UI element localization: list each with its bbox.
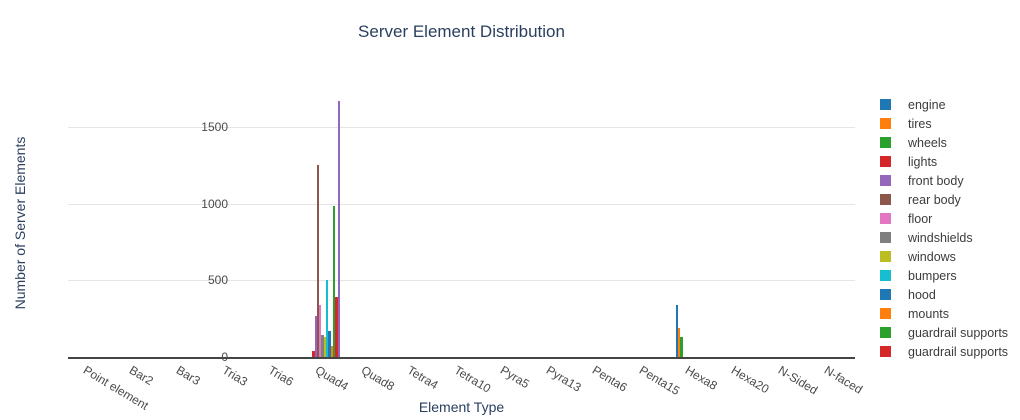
gridline (68, 203, 855, 205)
legend: engine tires wheels lights front body rear bo… (880, 95, 1018, 361)
legend-item[interactable]: floor (880, 209, 1018, 228)
gridline (68, 126, 855, 128)
legend-label: tires (908, 116, 932, 131)
bar[interactable] (328, 330, 331, 357)
legend-item[interactable]: rear body (880, 190, 1018, 209)
bar[interactable] (680, 337, 683, 357)
x-tick-label: Tetra4 (404, 363, 441, 393)
legend-label: rear body (908, 192, 961, 207)
x-tick-label: Penta6 (590, 363, 630, 395)
legend-item[interactable]: front body (880, 171, 1018, 190)
legend-label: front body (908, 173, 964, 188)
bar[interactable] (678, 327, 681, 357)
legend-label: floor (908, 211, 933, 226)
legend-swatch-icon (880, 156, 891, 167)
legend-swatch-icon (880, 232, 891, 243)
bar[interactable] (326, 280, 329, 357)
legend-item[interactable]: tires (880, 114, 1018, 133)
legend-item[interactable]: lights (880, 152, 1018, 171)
legend-item[interactable]: guardrail supports (880, 323, 1018, 342)
legend-swatch-icon (880, 327, 891, 338)
bar[interactable] (323, 337, 327, 357)
y-tick-label: 0 (221, 350, 228, 364)
bar[interactable] (312, 350, 315, 357)
legend-label: engine (908, 97, 946, 112)
bar[interactable] (337, 100, 340, 357)
x-axis-title: Element Type (418, 399, 505, 415)
y-tick-label: 1000 (201, 196, 228, 211)
legend-label: hood (908, 287, 936, 302)
legend-swatch-icon (880, 175, 891, 186)
legend-label: lights (908, 154, 938, 169)
legend-swatch-icon (880, 213, 891, 224)
bar[interactable] (335, 297, 338, 357)
x-tick-label: N-Sided (775, 363, 820, 398)
bar[interactable] (330, 345, 333, 357)
bar[interactable] (675, 304, 679, 357)
legend-swatch-icon (880, 346, 891, 357)
legend-swatch-icon (880, 308, 891, 319)
legend-swatch-icon (880, 251, 891, 262)
bar[interactable] (332, 205, 336, 357)
legend-item[interactable]: guardrail supports (880, 342, 1018, 361)
legend-swatch-icon (880, 99, 891, 110)
legend-swatch-icon (880, 194, 891, 205)
x-tick-label: Hexa20 (729, 363, 772, 397)
legend-swatch-icon (880, 118, 891, 129)
legend-swatch-icon (880, 137, 891, 148)
legend-item[interactable]: wheels (880, 133, 1018, 152)
chart-title: Server Element Distribution (358, 22, 565, 41)
legend-item[interactable]: mounts (880, 304, 1018, 323)
plot-area (68, 88, 855, 359)
y-tick-label: 1500 (201, 119, 228, 134)
bar[interactable] (316, 165, 320, 357)
y-tick-label: 500 (207, 273, 228, 288)
legend-label: guardrail supports (908, 325, 1009, 340)
legend-item[interactable]: windows (880, 247, 1018, 266)
legend-label: bumpers (908, 268, 957, 283)
legend-label: windows (908, 249, 956, 264)
legend-label: windshields (908, 230, 973, 245)
legend-label: guardrail supports (908, 344, 1009, 359)
bar[interactable] (319, 304, 322, 357)
x-tick-label: Bar2 (127, 363, 157, 389)
legend-swatch-icon (880, 270, 891, 281)
gridline (68, 280, 855, 282)
x-tick-label: Hexa8 (682, 363, 720, 393)
y-axis-title: Number of Server Elements (12, 136, 28, 310)
x-tick-label: Bar3 (173, 363, 203, 389)
legend-item[interactable]: bumpers (880, 266, 1018, 285)
x-tick-label: Quad8 (358, 363, 397, 394)
legend-label: wheels (908, 135, 947, 150)
x-tick-label: Tria3 (219, 363, 251, 389)
x-tick-label: Quad4 (312, 363, 351, 394)
bar[interactable] (314, 316, 317, 357)
x-tick-label: Tetra10 (451, 363, 493, 396)
legend-item[interactable]: hood (880, 285, 1018, 304)
legend-label: mounts (908, 306, 949, 321)
x-tick-label: N-faced (821, 363, 865, 397)
legend-item[interactable]: windshields (880, 228, 1018, 247)
legend-item[interactable]: engine (880, 95, 1018, 114)
x-tick-label: Pyra5 (497, 363, 532, 392)
bar[interactable] (321, 334, 324, 357)
x-tick-label: Pyra13 (543, 363, 584, 395)
legend-swatch-icon (880, 289, 891, 300)
x-tick-label: Tria6 (266, 363, 297, 389)
x-tick-label: Penta15 (636, 363, 683, 399)
